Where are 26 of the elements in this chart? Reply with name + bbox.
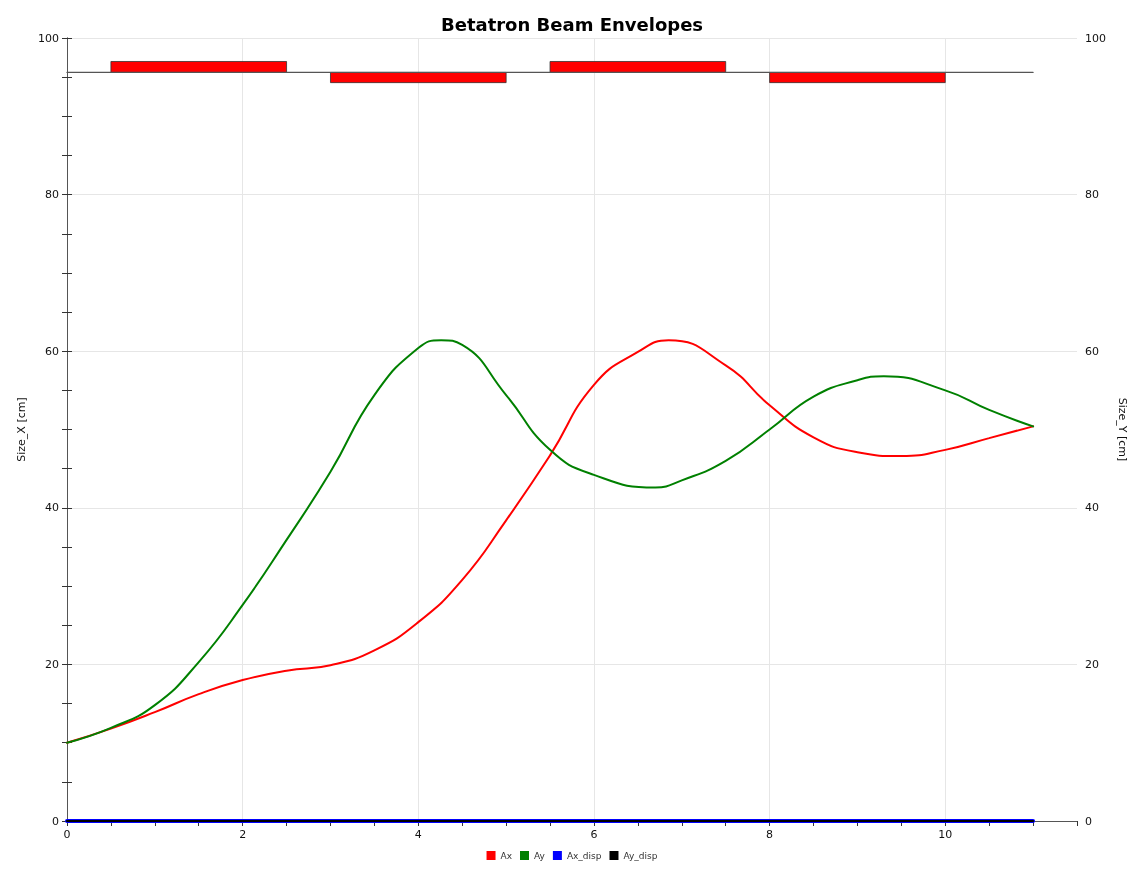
x-tick-label: 0 xyxy=(63,828,71,841)
x-tick-label: 10 xyxy=(938,828,953,841)
legend-label: Ay_disp xyxy=(623,850,658,861)
x-tick-label: 4 xyxy=(414,828,422,841)
x-tick-label: 8 xyxy=(766,828,774,841)
x-tick-label: 2 xyxy=(239,828,247,841)
y2-tick-label: 0 xyxy=(1085,814,1092,828)
y-tick-label: 20 xyxy=(45,657,59,671)
line-series xyxy=(66,339,1035,744)
y2-axis-title: Size_Y [cm] xyxy=(1116,397,1129,462)
y-tick-label: 60 xyxy=(45,344,59,358)
y2-tick-label: 40 xyxy=(1085,501,1099,515)
x-tick-label: 6 xyxy=(590,828,598,841)
legend-label: Ax xyxy=(500,850,513,861)
legend-label: Ay xyxy=(534,850,546,861)
y2-tick-label: 20 xyxy=(1085,657,1099,671)
legend-label: Ax_disp xyxy=(566,850,602,861)
y2-tick-label: 60 xyxy=(1085,344,1099,358)
y2-tick-label: 80 xyxy=(1085,188,1099,202)
y-axis-title: Size_X [cm] xyxy=(15,397,28,462)
y-tick-label: 80 xyxy=(45,188,59,202)
chart-title: Betatron Beam Envelopes xyxy=(440,13,704,35)
y-tick-label: 100 xyxy=(38,31,59,45)
y-tick-label: 40 xyxy=(45,501,59,515)
y2-tick-label: 100 xyxy=(1085,31,1106,45)
y-tick-label: 0 xyxy=(52,814,59,828)
